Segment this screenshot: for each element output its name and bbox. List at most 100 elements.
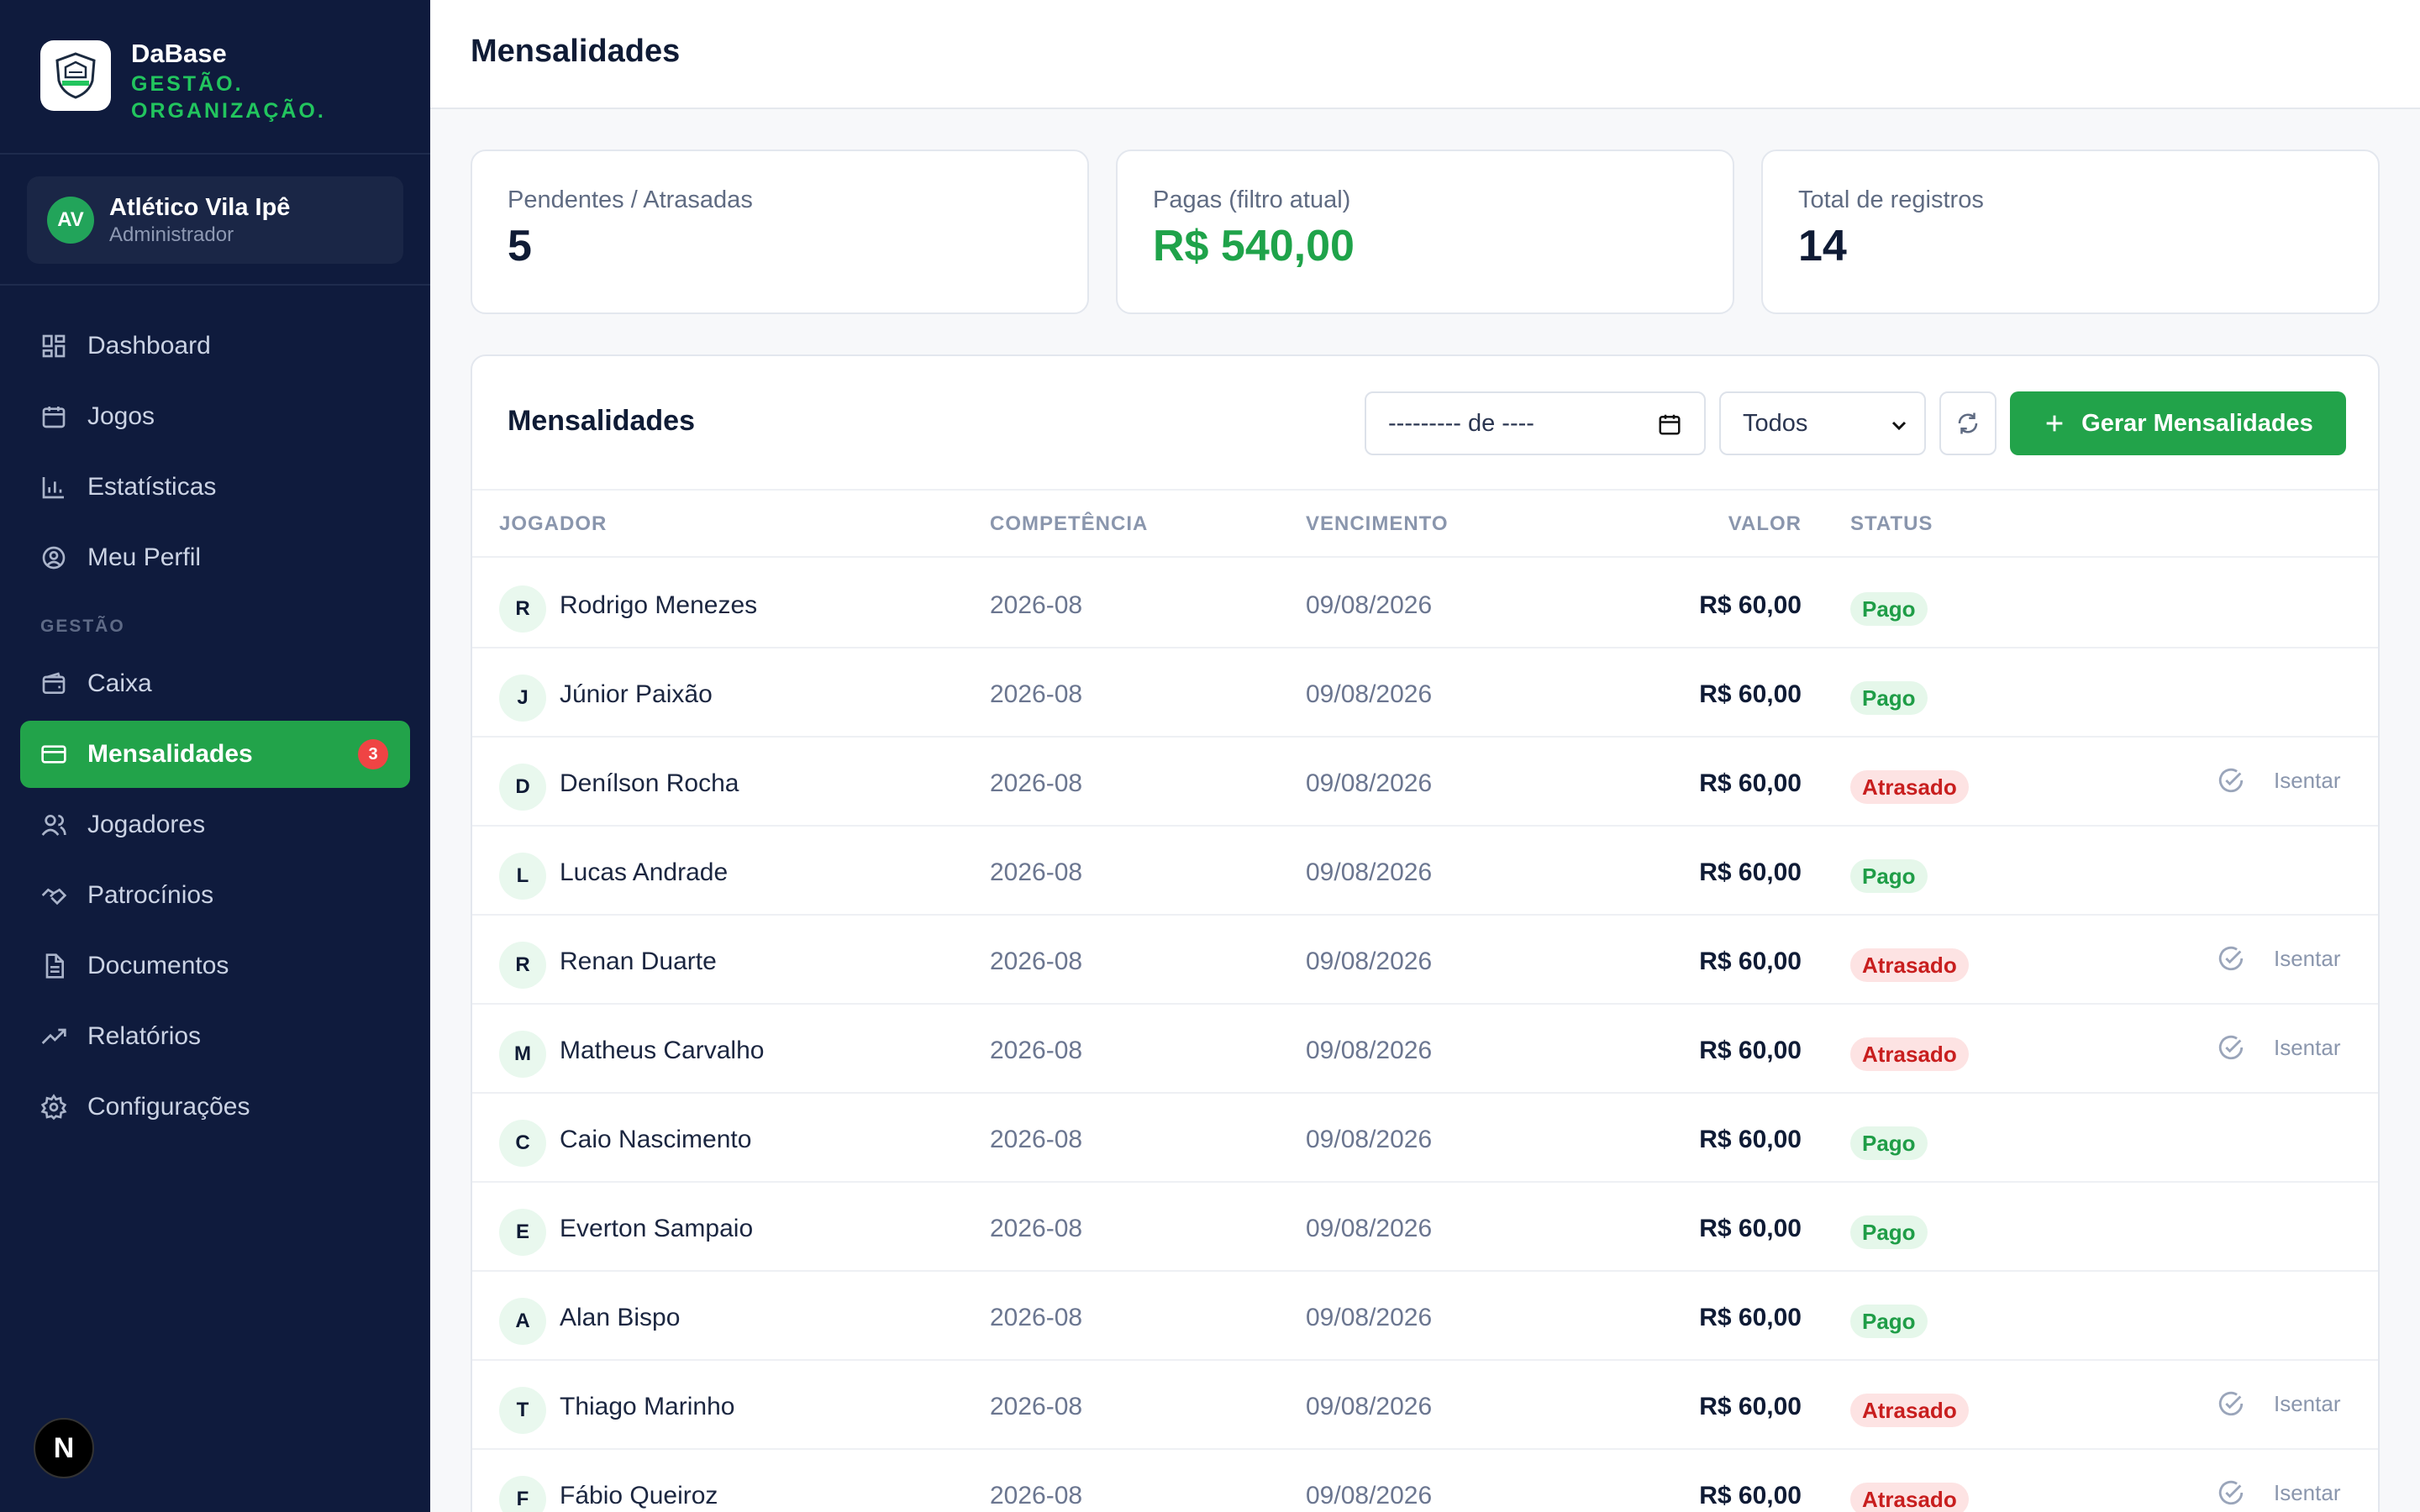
exempt-label: Isentar bbox=[2274, 1479, 2341, 1505]
sidebar-item-relatorios[interactable]: Relatórios bbox=[20, 1003, 410, 1070]
player-name: Rodrigo Menezes bbox=[560, 591, 758, 619]
user-circle-icon bbox=[42, 546, 66, 570]
month-filter-input[interactable]: --------- de ---- bbox=[1365, 391, 1706, 455]
sidebar-item-label: Documentos bbox=[87, 952, 229, 979]
user-card[interactable]: AV Atlético Vila Ipê Administrador bbox=[27, 176, 403, 264]
status-badge: Atrasado bbox=[1850, 1394, 1969, 1427]
player-name: Thiago Marinho bbox=[560, 1393, 735, 1420]
table-row[interactable]: A Alan Bispo 2026-08 09/08/2026 R$ 60,00 Pago bbox=[472, 1272, 2378, 1361]
vencimento-cell: 09/08/2026 bbox=[1306, 1393, 1433, 1420]
column-header-valor[interactable]: VALOR bbox=[1728, 512, 1802, 535]
check-circle-icon bbox=[2218, 1480, 2244, 1505]
sidebar-item-caixa[interactable]: Caixa bbox=[20, 650, 410, 717]
exempt-label: Isentar bbox=[2274, 945, 2341, 971]
sidebar-item-label: Dashboard bbox=[87, 332, 211, 360]
exempt-label: Isentar bbox=[2274, 1390, 2341, 1416]
player-initial-avatar: L bbox=[499, 853, 546, 900]
competencia-cell: 2026-08 bbox=[990, 1304, 1083, 1331]
trending-up-icon bbox=[41, 1028, 66, 1044]
table-row[interactable]: R Renan Duarte 2026-08 09/08/2026 R$ 60,00 At… bbox=[472, 916, 2378, 1005]
logo[interactable] bbox=[40, 40, 111, 111]
valor-cell: R$ 60,00 bbox=[1699, 1482, 1802, 1509]
sidebar-item-meu-perfil[interactable]: Meu Perfil bbox=[20, 524, 410, 591]
exempt-button[interactable]: Isentar bbox=[2217, 944, 2341, 973]
valor-cell: R$ 60,00 bbox=[1699, 858, 1802, 886]
exempt-button[interactable]: Isentar bbox=[2217, 1033, 2341, 1062]
calendar-icon bbox=[42, 407, 66, 428]
stat-value: 5 bbox=[508, 222, 532, 270]
sidebar-item-dashboard[interactable]: Dashboard bbox=[20, 312, 410, 380]
column-header-competencia[interactable]: COMPETÊNCIA bbox=[990, 512, 1149, 535]
refresh-button[interactable] bbox=[1939, 391, 1996, 455]
calendar-icon[interactable] bbox=[1657, 412, 1682, 437]
competencia-cell: 2026-08 bbox=[990, 591, 1083, 619]
player-initial-avatar: M bbox=[499, 1031, 546, 1078]
sidebar-item-label: Patrocínios bbox=[87, 881, 214, 909]
table-row[interactable]: L Lucas Andrade 2026-08 09/08/2026 R$ 60,00 P… bbox=[472, 827, 2378, 916]
exempt-label: Isentar bbox=[2274, 1034, 2341, 1060]
dev-tools-button[interactable]: N bbox=[34, 1418, 94, 1478]
sidebar-item-label: Jogos bbox=[87, 402, 155, 430]
sidebar-item-configuracoes[interactable]: Configurações bbox=[20, 1074, 410, 1141]
column-header-status[interactable]: STATUS bbox=[1850, 512, 1933, 535]
divider bbox=[0, 284, 430, 286]
table-row[interactable]: C Caio Nascimento 2026-08 09/08/2026 R$ 60,0… bbox=[472, 1094, 2378, 1183]
stat-value: 14 bbox=[1798, 222, 1847, 270]
column-header-jogador[interactable]: JOGADOR bbox=[499, 512, 608, 535]
player-name: Fábio Queiroz bbox=[560, 1482, 718, 1509]
player-initial-avatar: R bbox=[499, 585, 546, 633]
sidebar-item-mensalidades[interactable]: Mensalidades 3 bbox=[20, 721, 410, 788]
table-row[interactable]: E Everton Sampaio 2026-08 09/08/2026 R$ 60,0… bbox=[472, 1183, 2378, 1272]
table-row[interactable]: F Fábio Queiroz 2026-08 09/08/2026 R$ 60,00 A… bbox=[472, 1450, 2378, 1512]
sidebar-item-label: Jogadores bbox=[87, 811, 206, 838]
sidebar-item-documentos[interactable]: Documentos bbox=[20, 932, 410, 1000]
competencia-cell: 2026-08 bbox=[990, 1215, 1083, 1242]
table-row[interactable]: J Júnior Paixão 2026-08 09/08/2026 R$ 60,00 P… bbox=[472, 648, 2378, 738]
table-row[interactable]: T Thiago Marinho 2026-08 09/08/2026 R$ 60,00… bbox=[472, 1361, 2378, 1450]
status-filter-select[interactable]: Todos bbox=[1719, 391, 1926, 455]
player-name: Júnior Paixão bbox=[560, 680, 713, 708]
status-badge: Pago bbox=[1850, 1126, 1928, 1160]
player-initial-avatar: D bbox=[499, 764, 546, 811]
competencia-cell: 2026-08 bbox=[990, 680, 1083, 708]
generate-mensalidades-button[interactable]: Gerar Mensalidades bbox=[2010, 391, 2346, 455]
competencia-cell: 2026-08 bbox=[990, 1482, 1083, 1509]
stat-label: Pendentes / Atrasadas bbox=[508, 186, 753, 213]
valor-cell: R$ 60,00 bbox=[1699, 591, 1802, 619]
player-name: Caio Nascimento bbox=[560, 1126, 752, 1153]
wallet-icon bbox=[42, 672, 66, 694]
sidebar-item-label: Mensalidades bbox=[87, 740, 253, 768]
brand-slogan: ORGANIZAÇÃO. bbox=[131, 99, 326, 123]
vencimento-cell: 09/08/2026 bbox=[1306, 858, 1433, 886]
nav-section-label: GESTÃO bbox=[40, 617, 125, 636]
dashboard-icon bbox=[42, 334, 66, 358]
document-icon bbox=[45, 953, 64, 979]
credit-card-icon bbox=[41, 745, 66, 764]
table-row[interactable]: M Matheus Carvalho 2026-08 09/08/2026 R$ 60,… bbox=[472, 1005, 2378, 1094]
player-initial-avatar: F bbox=[499, 1476, 546, 1512]
exempt-button[interactable]: Isentar bbox=[2217, 766, 2341, 795]
column-header-vencimento[interactable]: VENCIMENTO bbox=[1306, 512, 1449, 535]
status-filter-value: Todos bbox=[1743, 409, 1808, 437]
player-name: Denílson Rocha bbox=[560, 769, 739, 797]
table-row[interactable]: D Denílson Rocha 2026-08 09/08/2026 R$ 60,00… bbox=[472, 738, 2378, 827]
competencia-cell: 2026-08 bbox=[990, 858, 1083, 886]
valor-cell: R$ 60,00 bbox=[1699, 1215, 1802, 1242]
sidebar-item-label: Meu Perfil bbox=[87, 543, 202, 571]
competencia-cell: 2026-08 bbox=[990, 1126, 1083, 1153]
sidebar-item-patrocinios[interactable]: Patrocínios bbox=[20, 862, 410, 929]
valor-cell: R$ 60,00 bbox=[1699, 1037, 1802, 1064]
player-name: Everton Sampaio bbox=[560, 1215, 754, 1242]
valor-cell: R$ 60,00 bbox=[1699, 680, 1802, 708]
table-row[interactable]: R Rodrigo Menezes 2026-08 09/08/2026 R$ 60,0… bbox=[472, 559, 2378, 648]
check-circle-icon bbox=[2218, 1035, 2244, 1060]
sidebar-item-jogadores[interactable]: Jogadores bbox=[20, 791, 410, 858]
sidebar-item-estatisticas[interactable]: Estatísticas bbox=[20, 454, 410, 521]
sidebar-item-label: Configurações bbox=[87, 1093, 250, 1121]
vencimento-cell: 09/08/2026 bbox=[1306, 591, 1433, 619]
competencia-cell: 2026-08 bbox=[990, 1037, 1083, 1064]
exempt-button[interactable]: Isentar bbox=[2217, 1478, 2341, 1507]
exempt-button[interactable]: Isentar bbox=[2217, 1389, 2341, 1418]
player-name: Renan Duarte bbox=[560, 948, 717, 975]
sidebar-item-jogos[interactable]: Jogos bbox=[20, 383, 410, 450]
